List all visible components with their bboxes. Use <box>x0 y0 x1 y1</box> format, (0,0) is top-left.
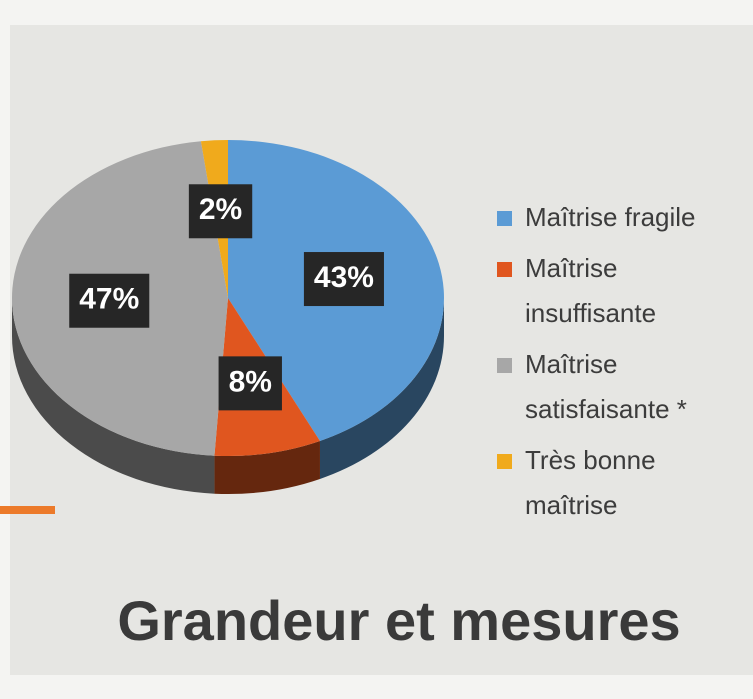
legend-item: Maîtrise fragile <box>497 195 750 240</box>
slice-side <box>319 298 444 479</box>
legend-swatch <box>497 211 512 226</box>
data-label: 8% <box>229 365 272 398</box>
legend-label: Maîtrise satisfaisante * <box>525 349 687 424</box>
legend-swatch <box>497 358 512 373</box>
legend-item: Maîtrise insuffisante <box>497 246 750 336</box>
legend-swatch <box>497 454 512 469</box>
data-label: 43% <box>314 261 374 294</box>
data-label-box <box>69 273 150 328</box>
legend-label: Maîtrise insuffisante <box>525 253 657 328</box>
data-label-box <box>303 252 384 307</box>
slice-side <box>214 440 320 495</box>
chart-title: Grandeur et mesures <box>117 589 681 652</box>
data-label-box <box>188 184 253 239</box>
slice-side <box>12 298 215 494</box>
legend-label: Maîtrise fragile <box>525 202 696 232</box>
decoration-line <box>0 506 55 514</box>
data-label: 2% <box>199 193 242 226</box>
legend-item: Très bonne maîtrise <box>497 438 750 528</box>
legend-swatch <box>497 262 512 277</box>
legend: Maîtrise fragile Maîtrise insuffisante Maî… <box>497 195 753 534</box>
data-label: 47% <box>79 283 139 316</box>
legend-label: Très bonne maîtrise <box>525 445 656 520</box>
data-label-box <box>218 356 282 411</box>
legend-item: Maîtrise satisfaisante * <box>497 342 750 432</box>
